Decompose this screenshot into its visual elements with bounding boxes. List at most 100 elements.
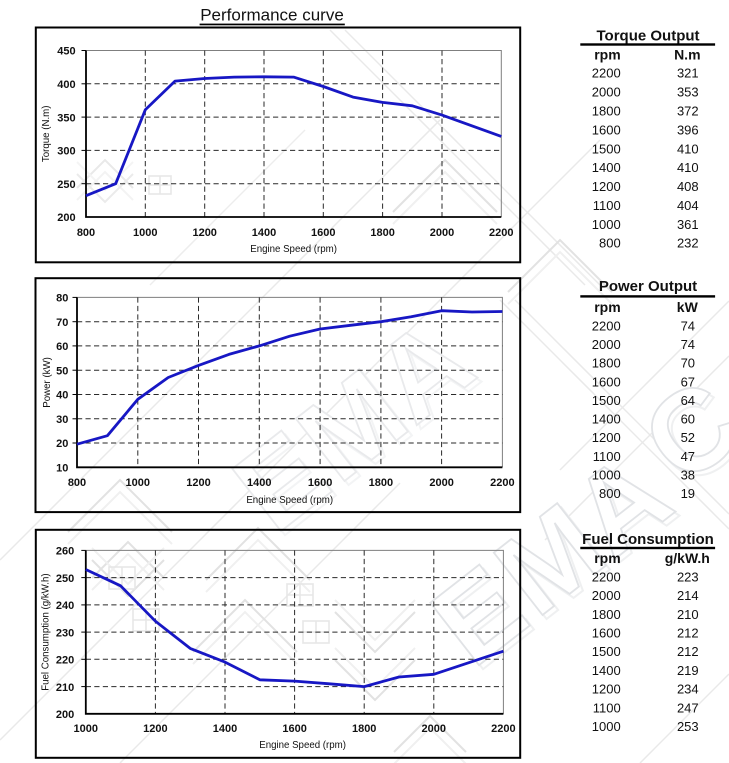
svg-text:1100: 1100 — [593, 449, 621, 464]
svg-text:1600: 1600 — [592, 122, 621, 137]
svg-text:1400: 1400 — [247, 477, 271, 489]
svg-text:1800: 1800 — [370, 227, 394, 239]
svg-text:1200: 1200 — [592, 682, 621, 697]
svg-text:1800: 1800 — [352, 723, 376, 735]
svg-text:372: 372 — [677, 104, 699, 119]
svg-text:1500: 1500 — [592, 644, 621, 659]
svg-text:321: 321 — [677, 66, 699, 81]
svg-text:1200: 1200 — [186, 477, 210, 489]
svg-text:200: 200 — [57, 212, 75, 224]
svg-text:20: 20 — [56, 438, 68, 450]
svg-text:234: 234 — [677, 682, 699, 697]
svg-text:rpm: rpm — [594, 46, 620, 62]
svg-text:2000: 2000 — [430, 227, 454, 239]
svg-text:2200: 2200 — [489, 227, 513, 239]
svg-text:1600: 1600 — [592, 626, 621, 641]
svg-text:250: 250 — [57, 179, 75, 191]
svg-text:Torque Output: Torque Output — [596, 27, 699, 44]
svg-text:10: 10 — [56, 463, 68, 475]
svg-text:1400: 1400 — [252, 227, 276, 239]
svg-text:1800: 1800 — [592, 356, 621, 371]
svg-text:800: 800 — [599, 236, 621, 251]
svg-text:1600: 1600 — [311, 227, 335, 239]
svg-text:1500: 1500 — [592, 393, 621, 408]
svg-text:70: 70 — [56, 317, 68, 329]
svg-text:232: 232 — [677, 236, 699, 251]
svg-text:1000: 1000 — [592, 467, 621, 482]
svg-text:Engine Speed (rpm): Engine Speed (rpm) — [259, 740, 346, 751]
svg-text:19: 19 — [681, 486, 695, 501]
svg-text:1200: 1200 — [592, 179, 621, 194]
svg-text:1600: 1600 — [282, 723, 306, 735]
svg-text:47: 47 — [681, 449, 695, 464]
svg-text:74: 74 — [681, 318, 695, 333]
svg-text:408: 408 — [677, 179, 699, 194]
svg-text:260: 260 — [56, 546, 74, 558]
svg-text:60: 60 — [681, 412, 695, 427]
svg-text:1000: 1000 — [592, 719, 621, 734]
svg-text:247: 247 — [677, 700, 699, 715]
svg-text:Engine Speed (rpm): Engine Speed (rpm) — [250, 244, 337, 255]
svg-text:2200: 2200 — [592, 66, 621, 81]
svg-text:800: 800 — [77, 227, 95, 239]
svg-text:1100: 1100 — [593, 700, 621, 715]
svg-text:1500: 1500 — [592, 141, 621, 156]
svg-text:1100: 1100 — [593, 198, 621, 213]
svg-text:Power (kW): Power (kW) — [42, 357, 53, 408]
svg-text:2000: 2000 — [592, 588, 621, 603]
svg-text:1000: 1000 — [592, 217, 621, 232]
svg-text:250: 250 — [56, 573, 74, 585]
svg-text:240: 240 — [56, 600, 74, 612]
svg-text:410: 410 — [677, 160, 699, 175]
svg-text:400: 400 — [57, 79, 75, 91]
svg-text:2000: 2000 — [422, 723, 446, 735]
svg-text:60: 60 — [56, 341, 68, 353]
svg-text:450: 450 — [57, 46, 75, 58]
svg-text:64: 64 — [681, 393, 695, 408]
svg-text:1400: 1400 — [592, 663, 621, 678]
svg-text:38: 38 — [681, 467, 695, 482]
svg-text:80: 80 — [56, 293, 68, 305]
svg-text:212: 212 — [677, 626, 699, 641]
svg-text:Engine Speed (rpm): Engine Speed (rpm) — [246, 495, 333, 506]
svg-text:2200: 2200 — [592, 569, 621, 584]
svg-text:1200: 1200 — [592, 430, 621, 445]
svg-text:52: 52 — [681, 430, 695, 445]
svg-text:2200: 2200 — [491, 723, 515, 735]
svg-text:67: 67 — [681, 374, 695, 389]
svg-text:404: 404 — [677, 198, 699, 213]
svg-text:1400: 1400 — [592, 412, 621, 427]
svg-text:212: 212 — [677, 644, 699, 659]
svg-text:2200: 2200 — [592, 318, 621, 333]
svg-text:300: 300 — [57, 146, 75, 158]
svg-text:1400: 1400 — [213, 723, 237, 735]
svg-text:N.m: N.m — [674, 46, 700, 62]
svg-text:40: 40 — [56, 390, 68, 402]
svg-text:223: 223 — [677, 569, 699, 584]
svg-text:200: 200 — [56, 709, 74, 721]
svg-text:1000: 1000 — [74, 723, 98, 735]
svg-text:1800: 1800 — [369, 477, 393, 489]
svg-text:1800: 1800 — [592, 607, 621, 622]
svg-text:Power Output: Power Output — [599, 278, 697, 295]
svg-text:1000: 1000 — [133, 227, 157, 239]
svg-text:410: 410 — [677, 141, 699, 156]
svg-text:361: 361 — [677, 217, 699, 232]
svg-text:210: 210 — [677, 607, 699, 622]
svg-text:1400: 1400 — [592, 160, 621, 175]
svg-text:1200: 1200 — [192, 227, 216, 239]
svg-text:253: 253 — [677, 719, 699, 734]
svg-text:219: 219 — [677, 663, 699, 678]
svg-text:70: 70 — [681, 356, 695, 371]
svg-text:rpm: rpm — [594, 299, 620, 315]
svg-text:50: 50 — [56, 365, 68, 377]
svg-text:74: 74 — [681, 337, 695, 352]
svg-text:1000: 1000 — [126, 477, 150, 489]
svg-text:353: 353 — [677, 85, 699, 100]
svg-text:396: 396 — [677, 122, 699, 137]
svg-text:350: 350 — [57, 112, 75, 124]
svg-text:Torque (N.m): Torque (N.m) — [41, 106, 52, 163]
svg-text:2000: 2000 — [429, 477, 453, 489]
svg-text:2000: 2000 — [592, 85, 621, 100]
svg-text:1600: 1600 — [308, 477, 332, 489]
